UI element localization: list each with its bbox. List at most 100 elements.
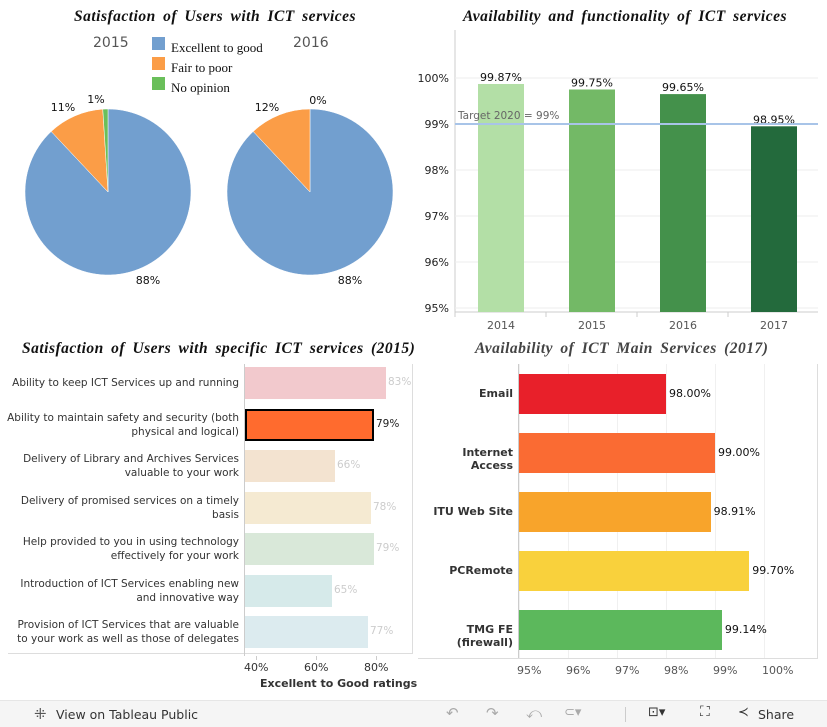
satisfaction-bar[interactable] (245, 574, 332, 607)
bar-data-label: 99.70% (752, 564, 795, 577)
pie-2015-year: 2015 (93, 35, 129, 51)
main-services-title: Availability of ICT Main Services (2017) (475, 340, 769, 357)
x-tick-label: 60% (304, 661, 329, 674)
service-bar[interactable] (519, 551, 750, 591)
satisfaction-bar[interactable] (245, 408, 374, 441)
satisfaction-bar[interactable] (245, 450, 335, 482)
bar-data-label: 98.91% (713, 505, 756, 518)
pie-data-label: 12% (255, 101, 279, 114)
bar-data-label: 99.65% (662, 81, 704, 94)
tableau-toolbar: ⁜ View on Tableau Public ↶ ↷ ⤺ ⊂▾ ⊡▾ ⛶ ≺… (0, 700, 827, 727)
bar-data-label: 99.00% (718, 446, 760, 459)
satisfaction-bar[interactable] (245, 616, 368, 648)
service-label: PCRemote (449, 564, 513, 577)
bar-data-label: 99.75% (571, 77, 613, 90)
x-axis-title: Excellent to Good ratings (260, 677, 418, 690)
bar-data-label: 83% (388, 376, 412, 388)
y-tick-label: 96% (425, 256, 449, 269)
x-tick-label: 97% (615, 664, 640, 677)
gridline (715, 364, 716, 658)
bar-2014 (478, 83, 524, 312)
gridline (764, 364, 765, 658)
main-services-panel (418, 364, 818, 659)
legend-swatch (152, 37, 165, 50)
y-tick-label: 97% (425, 210, 449, 223)
pie-2016-year: 2016 (293, 35, 329, 51)
service-bar[interactable] (519, 492, 711, 532)
bar-data-label: 99.87% (480, 71, 522, 84)
fullscreen-icon[interactable]: ⛶ (700, 704, 710, 720)
category-label: Ability to maintain safety and security … (7, 411, 239, 438)
pie-data-label: 88% (338, 274, 362, 287)
legend-swatch (152, 57, 165, 70)
specific-services-panel (8, 364, 413, 654)
service-bar[interactable] (519, 433, 715, 473)
y-tick-label: 95% (425, 302, 449, 315)
y-tick-label: 99% (425, 118, 449, 131)
bar-2016 (660, 94, 706, 312)
target-line-label: Target 2020 = 99% (457, 110, 559, 122)
x-tick-label: 40% (244, 661, 269, 674)
legend-label: No opinion (171, 80, 230, 95)
satisfaction-bar[interactable] (245, 367, 386, 399)
x-tick-label: 2016 (669, 319, 697, 332)
view-on-tableau-link[interactable]: View on Tableau Public (56, 707, 199, 722)
y-tick-label: 98% (425, 164, 449, 177)
pie-data-label: 88% (136, 274, 160, 287)
availability-chart: 95% 96% 97% 98% 99% 100% 99.87% 2014 99.75% 2015 9… (418, 30, 818, 332)
revert-icon[interactable]: ⤺ (526, 704, 543, 722)
bar-data-label: 99.14% (724, 623, 767, 636)
bar-2015 (569, 89, 615, 312)
x-tick-label: 99% (713, 664, 738, 677)
specific-services-title: Satisfaction of Users with specific ICT … (22, 340, 416, 357)
legend-swatch (152, 77, 165, 90)
pie-data-label: 11% (51, 101, 75, 114)
service-label: TMG FE (firewall) (456, 623, 513, 649)
bar-data-label: 66% (337, 459, 361, 471)
y-axis-line (244, 364, 245, 656)
satisfaction-bar[interactable] (245, 491, 371, 524)
x-tick (256, 656, 257, 660)
service-bar[interactable] (519, 374, 666, 414)
x-tick-label: 96% (566, 664, 591, 677)
share-button[interactable]: Share (758, 707, 795, 722)
x-tick-label: 2014 (487, 319, 515, 332)
download-icon[interactable]: ⊡▾ (648, 705, 666, 720)
pie-data-label: 1% (87, 93, 104, 106)
y-tick-label: 100% (418, 72, 449, 85)
category-label: Delivery of Library and Archives Service… (23, 453, 239, 479)
x-tick-label: 98% (664, 664, 689, 677)
category-label: Provision of ICT Services that are valua… (17, 619, 239, 645)
x-tick-label: 2015 (578, 319, 606, 332)
category-label: Ability to keep ICT Services up and runn… (12, 377, 239, 389)
undo-icon[interactable]: ↶ (446, 704, 459, 722)
legend-label: Excellent to good (171, 40, 263, 55)
service-label: Email (479, 387, 513, 400)
service-bar[interactable] (519, 610, 722, 650)
pie-charts: 88% 11% 1% 88% 12% 0% (24, 93, 394, 287)
bar-data-label: 98.00% (669, 387, 711, 400)
bar-2017 (751, 126, 797, 312)
legend-item: No opinion (152, 77, 282, 97)
tableau-logo-icon: ⁜ (34, 705, 47, 723)
bar-data-label: 78% (373, 500, 397, 513)
service-label: Internet Access (462, 446, 513, 472)
legend-item: Excellent to good (152, 37, 282, 57)
share-icon[interactable]: ≺ (738, 705, 749, 720)
pie-slice (226, 108, 394, 276)
pie-slice (252, 108, 311, 193)
x-tick-label: 100% (762, 664, 794, 677)
pie-data-label: 0% (309, 94, 326, 107)
satisfaction-bar[interactable] (245, 533, 374, 565)
refresh-icon[interactable]: ⊂▾ (564, 705, 582, 720)
availability-title: Availability and functionality of ICT se… (463, 8, 788, 25)
pie-slice (24, 108, 192, 276)
bar-data-label: 77% (370, 625, 394, 637)
bar-data-label: 79% (376, 417, 400, 430)
pies-title: Satisfaction of Users with ICT services (74, 8, 357, 25)
legend-item: Fair to poor (152, 57, 282, 77)
y-axis-line (518, 364, 519, 658)
category-label: Delivery of promised services on a timel… (20, 494, 239, 521)
redo-icon[interactable]: ↷ (486, 704, 499, 722)
legend-label: Fair to poor (171, 60, 233, 75)
